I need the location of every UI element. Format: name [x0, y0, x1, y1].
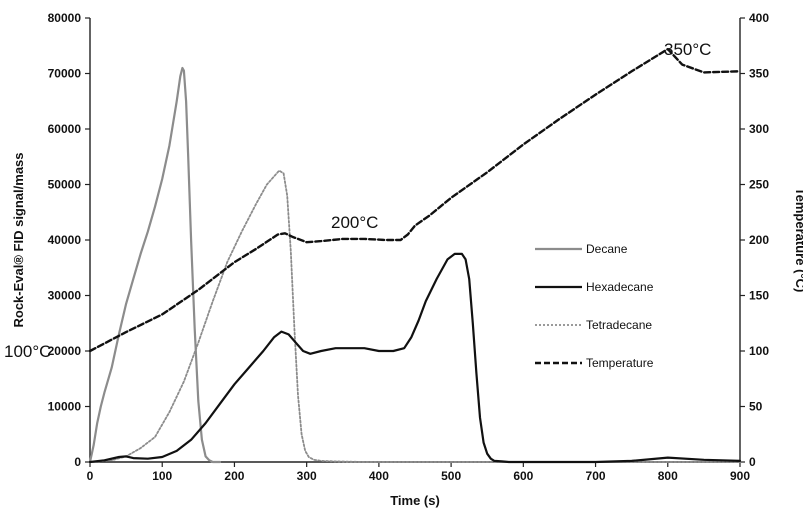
- series-layer: [88, 47, 742, 464]
- y-tick-label: 80000: [48, 11, 82, 25]
- x-tick-label: 100: [152, 469, 172, 483]
- y2-tick-label: 200: [749, 233, 769, 247]
- x-tick-label: 900: [730, 469, 750, 483]
- x-tick-label: 0: [87, 469, 94, 483]
- x-tick-label: 600: [513, 469, 533, 483]
- series-decane-line: [88, 66, 222, 464]
- x-tick-label: 300: [297, 469, 317, 483]
- x-tick-label: 800: [658, 469, 678, 483]
- x-axis-title: Time (s): [390, 493, 440, 508]
- y-ticks-right: 0 50 100 150 200 250 300 350 400: [740, 11, 769, 469]
- x-tick-label: 700: [586, 469, 606, 483]
- legend-label-decane: Decane: [586, 242, 628, 256]
- y-tick-label: 30000: [48, 289, 82, 303]
- y2-tick-label: 50: [749, 400, 763, 414]
- annotation-200c: 200°C: [331, 213, 378, 232]
- y-ticks-left: 0 10000 20000 30000 40000 50000 60000 70000 8000…: [48, 11, 90, 469]
- y2-tick-label: 0: [749, 455, 756, 469]
- annotation-100c: 100°C: [4, 342, 51, 361]
- y-axis-right-title: Temperature (°C): [793, 188, 803, 293]
- y-tick-label: 60000: [48, 122, 82, 136]
- annotation-350c: 350°C: [664, 40, 711, 59]
- y2-tick-label: 100: [749, 344, 769, 358]
- x-tick-label: 200: [224, 469, 244, 483]
- y2-tick-label: 400: [749, 11, 769, 25]
- legend-label-temperature: Temperature: [586, 356, 654, 370]
- legend-label-tetradecane: Tetradecane: [586, 318, 652, 332]
- y-tick-label: 50000: [48, 178, 82, 192]
- legend: Decane Hexadecane Tetradecane Temperature: [535, 242, 654, 370]
- y-tick-label: 0: [74, 455, 81, 469]
- y2-tick-label: 300: [749, 122, 769, 136]
- series-temperature-line: [88, 47, 742, 353]
- y-tick-label: 70000: [48, 67, 82, 81]
- x-tick-label: 500: [441, 469, 461, 483]
- y-axis-left-title: Rock-Eval® FID signal/mass: [11, 152, 26, 327]
- series-hexadecane-line: [88, 252, 742, 464]
- y-tick-label: 20000: [48, 344, 82, 358]
- y2-tick-label: 150: [749, 289, 769, 303]
- x-tick-label: 400: [369, 469, 389, 483]
- y-tick-label: 40000: [48, 233, 82, 247]
- y-tick-label: 10000: [48, 400, 82, 414]
- legend-label-hexadecane: Hexadecane: [586, 280, 654, 294]
- x-ticks: 0 100 200 300 400 500 600 700 800 900: [87, 462, 750, 483]
- series-tetradecane-line: [89, 169, 741, 463]
- y2-tick-label: 250: [749, 178, 769, 192]
- y2-tick-label: 350: [749, 67, 769, 81]
